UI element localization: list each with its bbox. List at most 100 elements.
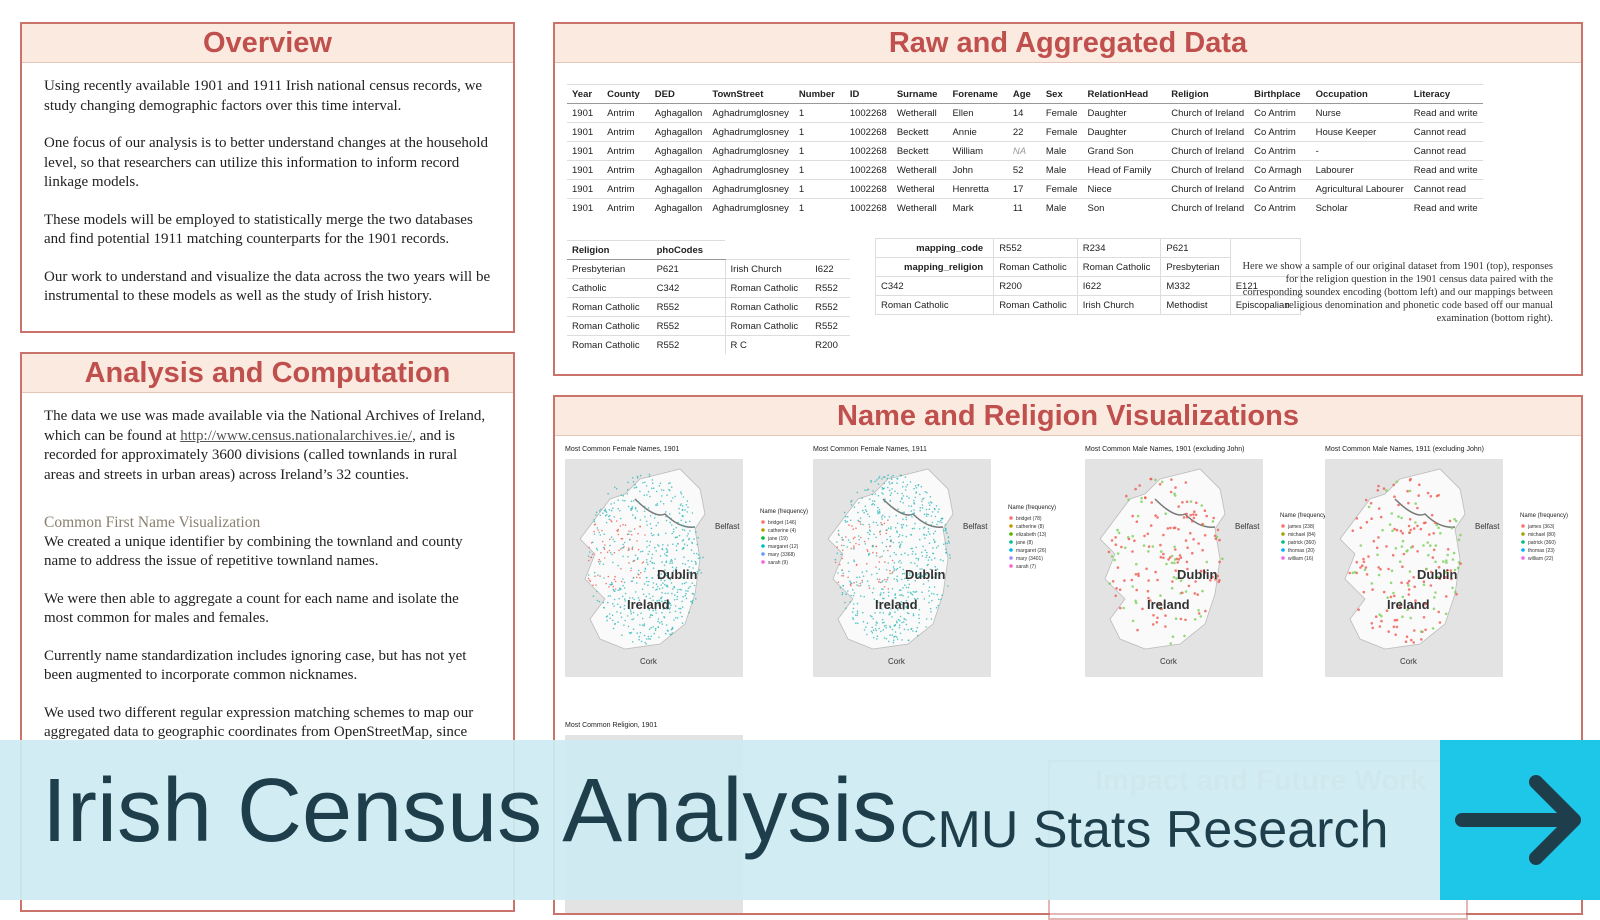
text: The data we use was made available via t… [44,408,486,444]
dot [635,576,638,579]
dot [651,614,654,617]
dot [595,511,598,514]
dot [1377,484,1380,488]
dot [916,626,919,629]
dot [873,504,876,506]
dot [924,549,926,551]
dot [889,555,892,557]
dot [634,517,637,520]
dot [859,582,861,585]
next-button[interactable] [1440,740,1600,900]
dot [687,559,689,562]
dot [910,505,913,507]
dot [623,581,626,584]
link[interactable]: http://www.census.nationalarchives.ie/ [180,427,413,444]
dot [589,580,592,583]
dot [1194,580,1197,583]
dot [649,523,652,525]
dot [1395,528,1399,532]
dot [1152,614,1155,617]
dot [1397,503,1400,507]
dot [1416,524,1419,528]
legend-label: sarah (7) [1016,564,1036,570]
dot [609,617,611,619]
dot [866,489,868,491]
dot [1406,608,1409,611]
dot [1437,565,1441,569]
dot [1382,590,1386,594]
dot [665,572,668,574]
dot [898,624,901,626]
dot [855,622,857,624]
dot [1146,532,1150,536]
dot [853,545,855,547]
dot [834,561,837,564]
dot [853,581,855,584]
cell: Cannot read [1408,141,1483,161]
dot [665,519,668,522]
dot [597,529,599,531]
dot [597,574,599,576]
legend-title: Name (frequency) [1008,505,1056,511]
dot [1199,569,1203,573]
dot [657,574,659,576]
dot [1395,618,1399,622]
dot [674,605,677,607]
dot [894,597,896,599]
dot [626,615,629,617]
dot [642,561,645,563]
column-header: Literacy [1408,84,1483,104]
legend-label: mary (3368) [768,552,795,558]
legend-swatch [1281,548,1285,552]
dot [949,557,951,559]
dot [1377,566,1380,569]
dot [590,556,592,559]
cell: Episcopalian [1230,295,1301,315]
cell: Church of Ireland [1166,198,1250,217]
dot [623,608,626,610]
dot [602,512,604,514]
dot [893,569,896,572]
dot [1438,577,1442,580]
dot [1197,612,1201,615]
cell: Male [1040,198,1083,217]
cell: P621 [651,259,726,279]
row: Roman Catholic R552 Roman Catholic R552 [567,316,850,336]
dot [633,559,636,562]
column-header: phoCodes [651,240,726,260]
dot [613,578,616,581]
dot [683,582,686,585]
dot [670,582,673,584]
dot [1169,490,1173,494]
paragraph: Currently name standardization includes … [44,647,467,684]
dot [1397,515,1400,518]
dot [925,513,928,515]
dot [647,490,650,493]
dot [653,632,656,635]
dot [631,546,634,548]
dot [1194,513,1198,517]
dot [665,561,667,564]
dot [631,641,634,643]
dot [915,492,917,494]
dot [872,636,875,639]
dot [918,617,920,620]
dot [1173,561,1176,565]
legend-label: margaret (26) [1016,548,1047,554]
dot [1116,552,1120,555]
dot [1452,551,1456,555]
dot [854,614,857,616]
dot [1149,599,1152,602]
dot [1376,553,1379,557]
cell: Aghagallon [649,141,708,161]
dot [1155,621,1159,624]
row: 1901 Antrim Aghagallon Aghadrumglosney 1 1002… [567,141,1483,161]
dot [634,591,637,593]
dot [866,513,869,516]
dot [891,482,894,484]
dot [652,609,654,612]
dot [869,615,872,617]
dot [1164,512,1167,515]
dot [645,520,648,523]
dot [656,599,658,602]
